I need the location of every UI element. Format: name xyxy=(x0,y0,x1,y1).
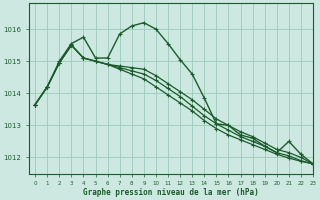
X-axis label: Graphe pression niveau de la mer (hPa): Graphe pression niveau de la mer (hPa) xyxy=(83,188,259,197)
